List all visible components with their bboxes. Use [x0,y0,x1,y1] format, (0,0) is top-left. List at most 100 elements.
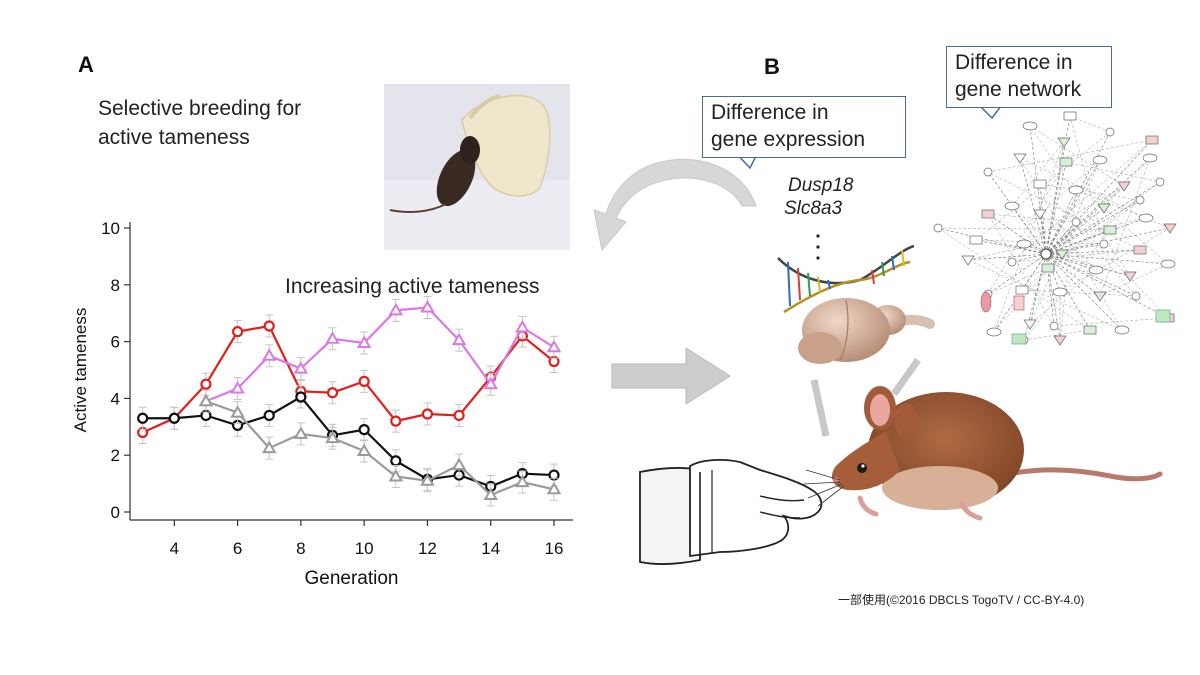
network-edge [1038,213,1047,255]
brain-connector [891,357,921,397]
dna-icon [777,244,915,314]
block-arrow [611,347,731,405]
x-tick-label: 12 [418,539,437,558]
data-point [261,348,277,361]
network-edge [1099,263,1169,297]
tameness-chart: 0 2 4 6 8 10 4 6 8 10 12 14 16 Generation Active tamen… [71,219,573,589]
data-point [325,430,340,444]
gene-name-2: Slc8a3 [784,198,843,219]
network-edge [987,139,1153,173]
ellipsis-dot [816,256,820,260]
brain-connector [810,379,830,437]
network-node [1083,325,1097,335]
network-edge [987,161,1067,295]
network-edge [1045,253,1101,297]
data-point [263,320,275,332]
data-point [358,375,370,387]
y-tick-label: 6 [111,333,120,352]
network-edge [1045,253,1169,319]
data-point [390,455,402,467]
network-node [1033,209,1047,220]
network-edge [967,259,1123,331]
network-node [1011,333,1027,345]
network-node [1004,201,1020,211]
network-edge [1045,189,1077,255]
network-node [1155,309,1171,323]
network-edge [1023,329,1091,341]
data-point [546,481,562,495]
data-point [230,405,245,418]
network-node [1013,295,1025,311]
network-edge [1011,249,1141,263]
breeding-caption: Selective breeding for active tameness [98,94,301,152]
network-edge [967,217,1147,261]
data-point [168,412,180,424]
network-node [1049,321,1059,331]
network-edge [1023,185,1125,245]
network-edge [1011,253,1047,263]
network-edge [987,213,1055,327]
network-edge [1075,189,1171,229]
network-node [1007,257,1017,267]
data-point [261,440,277,454]
network-edge [1045,253,1131,277]
network-edge [1045,157,1151,255]
x-tick-label: 4 [170,539,179,558]
data-point [325,331,340,344]
network-edge [975,239,1105,245]
network-node [1135,195,1145,205]
network-node [1163,223,1177,234]
x-tick-label: 14 [481,539,500,558]
data-point [483,487,498,500]
network-node [986,327,1002,337]
data-point [420,473,435,486]
network-node [980,291,992,313]
callout-expression-line1: Difference in [711,101,829,124]
network-edge [937,227,1047,255]
network-edge [987,213,1077,223]
network-edge [1045,253,1123,331]
data-point [200,378,212,390]
network-edge [1039,183,1141,201]
data-point [263,409,275,422]
network-edge [1029,125,1131,277]
network-edge [1011,139,1153,263]
network-node [1041,263,1055,273]
network-hub-node [1040,248,1052,260]
y-tick-label: 10 [101,219,120,238]
callout-network-line2: gene network [955,78,1082,101]
x-tick-label: 16 [545,539,564,558]
data-point [231,326,244,338]
data-point [293,426,309,439]
breeding-caption-line2: active tameness [98,126,250,149]
network-node [1015,285,1029,295]
network-node [1023,319,1037,330]
network-node [1099,239,1109,249]
y-tick-label: 8 [111,276,120,295]
network-edge [1011,141,1065,207]
data-point [483,376,498,390]
network-node [1103,225,1117,235]
network-node [969,235,983,245]
network-node [1013,153,1027,164]
series-line [205,400,555,497]
breeding-caption-line1: Selective breeding for [98,97,302,120]
data-point [326,387,339,399]
network-node [1071,217,1081,227]
data-point [388,302,404,316]
data-point [420,300,435,313]
network-edge [967,253,1047,262]
series-line [142,324,555,434]
x-axis-label: Generation [304,568,398,589]
network-edge [937,227,1091,331]
network-node [1114,325,1130,335]
network-edge [1045,185,1125,255]
network-edge [987,267,1049,295]
network-node [1105,127,1115,137]
network-edge [1029,269,1097,325]
network-edge [975,238,1047,255]
network-node [1057,137,1071,148]
callout-gene-expression: Difference in gene expression [702,96,906,158]
ellipsis-dot [816,234,820,238]
network-node [1052,287,1068,297]
